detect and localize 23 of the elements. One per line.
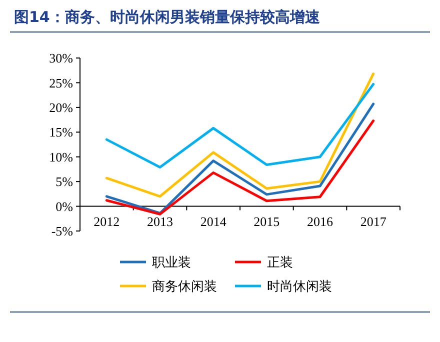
y-tick-label: 10% xyxy=(49,149,74,164)
y-tick-label: 25% xyxy=(49,75,74,90)
y-tick-label: 30% xyxy=(49,50,74,66)
legend-label: 正装 xyxy=(267,256,293,271)
y-tick-label: 0% xyxy=(56,198,74,214)
x-tick-label: 2012 xyxy=(94,214,120,229)
chart-title: 图14：商务、时尚休闲男装销量保持较高增速 xyxy=(14,8,321,26)
x-tick-label: 2017 xyxy=(360,214,387,229)
x-tick-label: 2014 xyxy=(200,214,227,229)
x-tick-label: 2016 xyxy=(307,214,334,229)
x-tick-label: 2015 xyxy=(254,214,280,229)
y-tick-label: 5% xyxy=(56,174,74,190)
legend-label: 商务休闲装 xyxy=(152,280,217,295)
legend-label: 职业装 xyxy=(152,256,191,271)
x-tick-label: 2013 xyxy=(147,214,173,229)
y-tick-label: -5% xyxy=(51,224,74,239)
line-series xyxy=(105,72,375,198)
line-series xyxy=(105,82,375,168)
y-tick-label: 15% xyxy=(49,124,74,140)
line-series xyxy=(105,120,375,216)
legend-label: 时尚休闲装 xyxy=(267,280,332,295)
y-tick-label: 20% xyxy=(49,100,74,115)
line-series xyxy=(105,102,375,214)
